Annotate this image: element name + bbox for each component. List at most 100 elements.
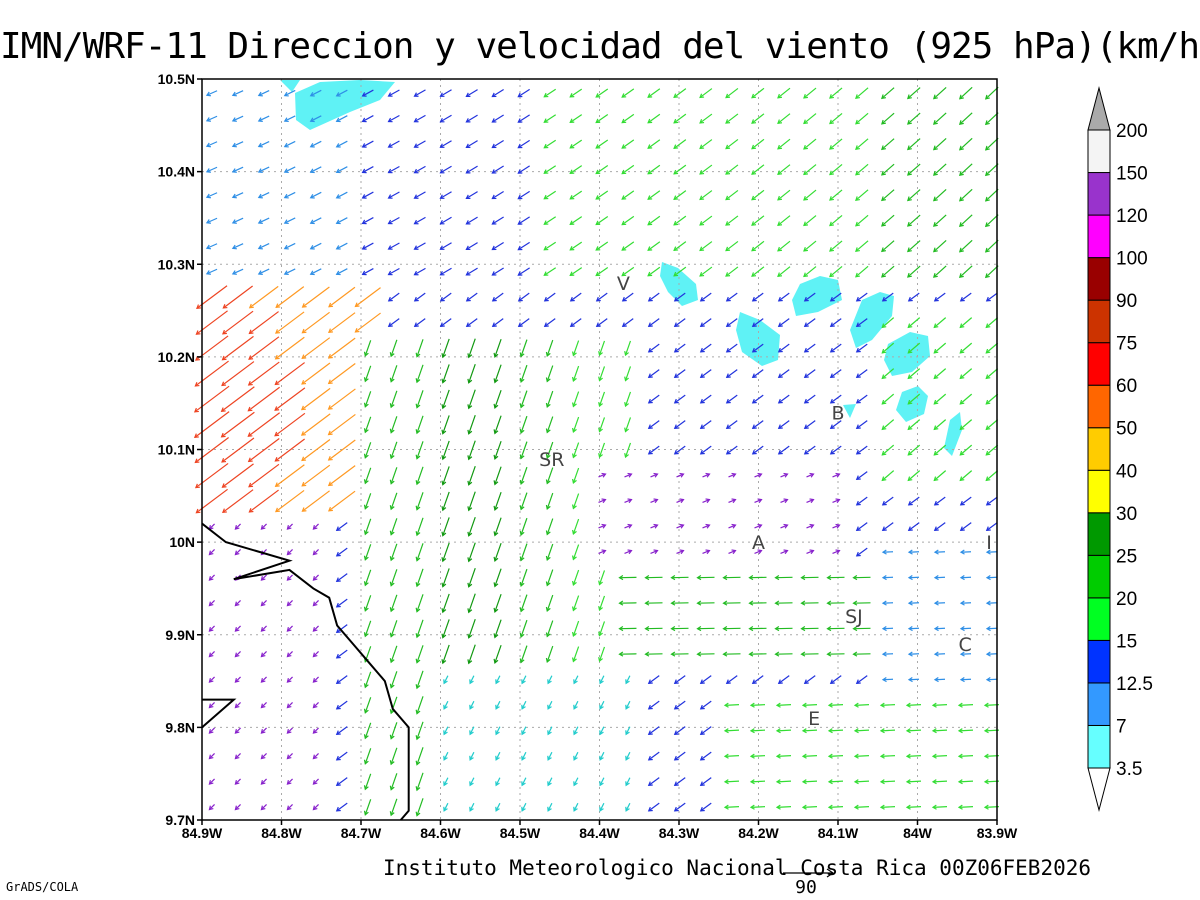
wind-arrow (985, 522, 998, 532)
wind-arrow (300, 387, 331, 411)
wind-arrow (958, 188, 973, 202)
wind-arrow (751, 240, 765, 252)
colorbar-box (1087, 214, 1111, 259)
wind-arrow (543, 88, 557, 98)
wind-arrow (283, 217, 296, 225)
wind-arrow (208, 778, 215, 785)
wind-arrow (519, 568, 528, 587)
wind-arrow (855, 522, 868, 532)
wind-arrow (933, 549, 946, 555)
wind-arrow (777, 318, 790, 328)
wind-arrow (855, 87, 869, 99)
wind-arrow (327, 413, 356, 436)
wind-arrow (257, 115, 270, 122)
wind-arrow (829, 445, 842, 455)
wind-arrow (260, 651, 267, 658)
wind-arrow (647, 164, 661, 175)
lat-tick-label: 9.9N (165, 627, 195, 643)
wind-arrow (467, 567, 476, 588)
wind-arrow (855, 675, 868, 685)
chart-title: IMN/WRF-11 Direccion y velocidad del vie… (0, 26, 1200, 67)
wind-arrow (545, 441, 554, 460)
wind-arrow (647, 190, 661, 200)
wind-arrow (647, 675, 660, 685)
wind-arrow (985, 292, 998, 302)
wind-arrow (670, 575, 689, 581)
wind-arrow (519, 492, 528, 511)
wind-arrow (829, 214, 843, 227)
wind-arrow (699, 675, 712, 685)
wind-arrow (827, 779, 844, 785)
wind-arrow (220, 386, 255, 412)
wind-arrow (829, 163, 843, 176)
wind-arrow (205, 268, 218, 275)
wind-arrow (389, 671, 398, 689)
wind-arrow (751, 266, 765, 277)
wind-arrow (441, 389, 450, 410)
wind-arrow (547, 802, 553, 812)
wind-arrow (777, 240, 791, 252)
wind-arrow (881, 549, 894, 555)
place-label: A (752, 532, 765, 554)
wind-arrow (673, 113, 687, 124)
wind-arrow (826, 651, 845, 657)
wind-arrow (624, 523, 633, 529)
wind-arrow (571, 391, 580, 408)
wind-arrow (598, 621, 606, 637)
wind-arrow (493, 542, 502, 562)
wind-arrow (413, 318, 426, 328)
wind-arrow (647, 751, 660, 761)
wind-arrow (933, 522, 946, 532)
wind-arrow (722, 651, 741, 657)
wind-arrow (467, 618, 476, 639)
wind-arrow (881, 470, 895, 482)
wind-arrow (803, 292, 816, 302)
wind-arrow (465, 216, 478, 225)
wind-arrow (547, 726, 553, 736)
wind-arrow (335, 89, 348, 97)
wind-arrow (827, 753, 844, 759)
wind-arrow (801, 779, 818, 785)
wind-arrow (389, 696, 398, 715)
wind-arrow (495, 700, 501, 710)
wind-arrow (413, 292, 426, 302)
wind-arrow (647, 445, 660, 455)
wind-arrow (598, 442, 606, 459)
wind-arrow (519, 415, 528, 434)
wind-arrow (205, 243, 218, 250)
wind-arrow (754, 523, 763, 529)
wind-arrow (595, 114, 609, 124)
wind-arrow (985, 342, 999, 354)
wind-arrow (801, 753, 818, 759)
wind-arrow (389, 416, 398, 434)
wind-arrow (441, 644, 450, 665)
wind-arrow (855, 163, 869, 176)
wind-arrow (335, 191, 348, 199)
place-label: C (959, 634, 972, 656)
wind-arrow (519, 466, 528, 485)
wind-arrow (598, 472, 607, 478)
wind-arrow (543, 318, 556, 328)
wind-arrow (439, 318, 452, 328)
wind-arrow (725, 394, 738, 404)
wind-arrow (751, 369, 764, 379)
wind-arrow (881, 393, 895, 405)
wind-arrow (361, 89, 374, 97)
wind-arrow (415, 594, 424, 613)
wind-arrow (415, 415, 424, 435)
wind-arrow (801, 702, 818, 708)
wind-arrow (826, 575, 845, 581)
wind-arrow (389, 594, 398, 613)
wind-arrow (625, 726, 631, 736)
wind-arrow (598, 646, 606, 663)
wind-arrow (906, 163, 921, 176)
wind-arrow (387, 242, 400, 250)
wind-arrow (673, 318, 686, 328)
wind-arrow (959, 393, 973, 405)
wind-arrow (335, 598, 348, 608)
wind-arrow (415, 747, 424, 766)
wind-arrow (493, 568, 502, 588)
wind-arrow (931, 702, 948, 708)
lon-tick-label: 84W (903, 825, 933, 841)
wind-arrow (234, 625, 241, 632)
